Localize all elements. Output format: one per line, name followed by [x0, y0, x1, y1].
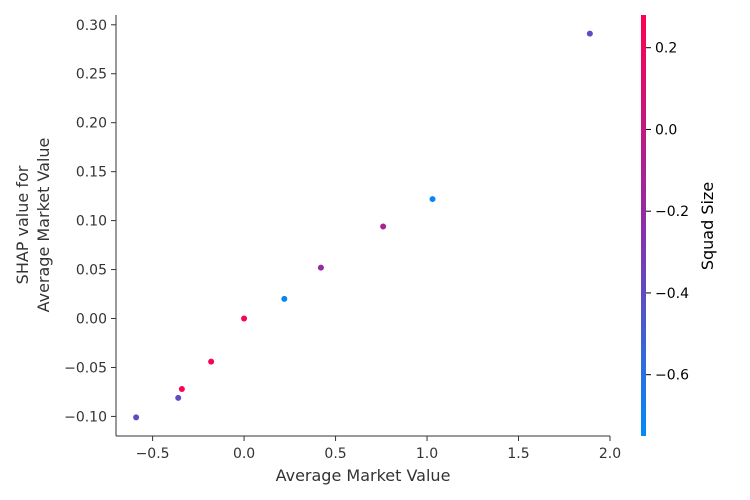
- data-point: [241, 315, 248, 322]
- data-point: [175, 394, 182, 401]
- plot-axes: [115, 15, 610, 437]
- x-tick-label: 0.5: [324, 446, 346, 462]
- y-tick-label: 0.20: [76, 116, 107, 132]
- data-point: [208, 358, 215, 365]
- colorbar-gradient: [641, 15, 646, 436]
- data-point: [281, 295, 288, 302]
- scatter-points: [133, 30, 593, 421]
- y-tick-label: 0.15: [76, 165, 107, 181]
- colorbar-title: Squad Size: [698, 182, 717, 270]
- colorbar-tick-label: −0.4: [655, 286, 689, 302]
- x-tick-label: 1.0: [416, 446, 438, 462]
- data-point: [380, 223, 387, 230]
- x-axis-title: Average Market Value: [276, 466, 451, 485]
- data-point: [178, 386, 185, 393]
- colorbar: 0.2 0.0 −0.2 −0.4 −0.6 Squad Size: [641, 15, 717, 436]
- colorbar-tick-label: −0.6: [655, 368, 689, 384]
- colorbar-tick-label: 0.0: [655, 122, 677, 138]
- colorbar-ticks: 0.2 0.0 −0.2 −0.4 −0.6: [646, 41, 689, 384]
- y-tick-label: 0.00: [76, 312, 107, 328]
- x-tick-label: 0.0: [233, 446, 255, 462]
- data-point: [586, 30, 593, 37]
- y-tick-label: 0.05: [76, 263, 107, 279]
- y-tick-label: 0.25: [76, 67, 107, 83]
- x-tick-label: 1.5: [507, 446, 529, 462]
- y-axis-title-line1: SHAP value for: [13, 165, 32, 284]
- colorbar-tick-label: 0.2: [655, 41, 677, 57]
- data-point: [317, 264, 324, 271]
- data-point: [133, 414, 140, 421]
- y-tick-label: 0.30: [76, 18, 107, 34]
- y-tick-label: −0.10: [64, 409, 107, 425]
- x-ticks: −0.5 0.0 0.5 1.0 1.5 2.0: [136, 436, 621, 462]
- y-axis-title-line2: Average Market Value: [34, 138, 53, 313]
- data-point: [429, 196, 436, 203]
- colorbar-tick-label: −0.2: [655, 204, 689, 220]
- y-ticks: −0.10 −0.05 0.00 0.05 0.10 0.15 0.20 0.25 0.30: [64, 18, 116, 425]
- x-tick-label: 2.0: [599, 446, 621, 462]
- y-tick-label: 0.10: [76, 214, 107, 230]
- x-tick-label: −0.5: [136, 446, 170, 462]
- y-tick-label: −0.05: [64, 360, 107, 376]
